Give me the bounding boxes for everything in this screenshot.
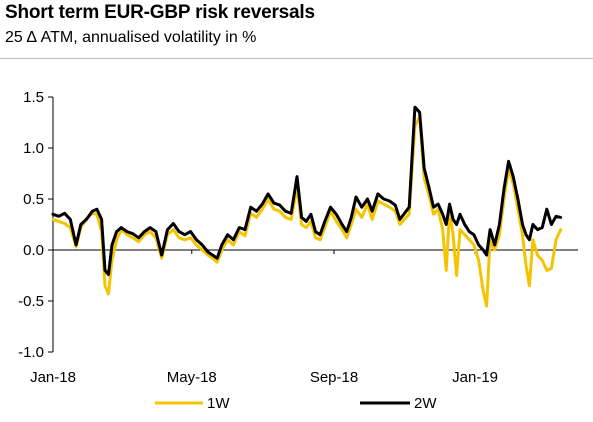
- x-tick-label: Jan-18: [30, 369, 76, 386]
- header-divider: [0, 58, 593, 59]
- y-tick-label: -1.0: [18, 344, 44, 361]
- y-tick-label: 0.0: [23, 242, 44, 259]
- x-axis: Jan-18 May-18 Sep-18 Jan-19: [30, 250, 498, 386]
- y-tick-label: 0.5: [23, 191, 44, 208]
- x-tick-label: Jan-19: [452, 369, 498, 386]
- x-tick-label: Sep-18: [310, 369, 358, 386]
- x-tick-label: May-18: [167, 369, 217, 386]
- legend: 1W 2W: [155, 395, 437, 412]
- series-line-2w: [51, 105, 563, 276]
- y-axis: 1.5 1.0 0.5 0.0 -0.5 -1.0: [18, 89, 54, 361]
- y-tick-label: -0.5: [18, 293, 44, 310]
- chart-title: Short term EUR-GBP risk reversals: [5, 2, 315, 23]
- chart-subtitle: 25 Δ ATM, annualised volatility in %: [5, 29, 257, 46]
- y-tick-label: 1.5: [23, 89, 44, 106]
- legend-label-1w: 1W: [207, 395, 230, 412]
- series-lines: [51, 105, 563, 308]
- y-tick-label: 1.0: [23, 140, 44, 157]
- legend-label-2w: 2W: [414, 395, 437, 412]
- series-line-1w: [51, 115, 563, 308]
